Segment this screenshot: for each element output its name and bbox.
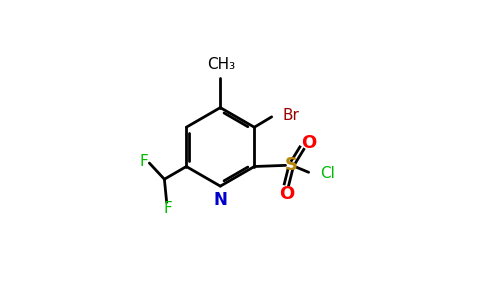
Text: O: O: [279, 185, 294, 203]
Text: O: O: [302, 134, 317, 152]
Text: Cl: Cl: [320, 166, 334, 181]
Text: N: N: [213, 191, 227, 209]
Text: S: S: [285, 156, 298, 174]
Text: F: F: [140, 154, 149, 169]
Text: Br: Br: [282, 107, 299, 122]
Text: CH₃: CH₃: [208, 57, 236, 72]
Text: F: F: [164, 201, 172, 216]
